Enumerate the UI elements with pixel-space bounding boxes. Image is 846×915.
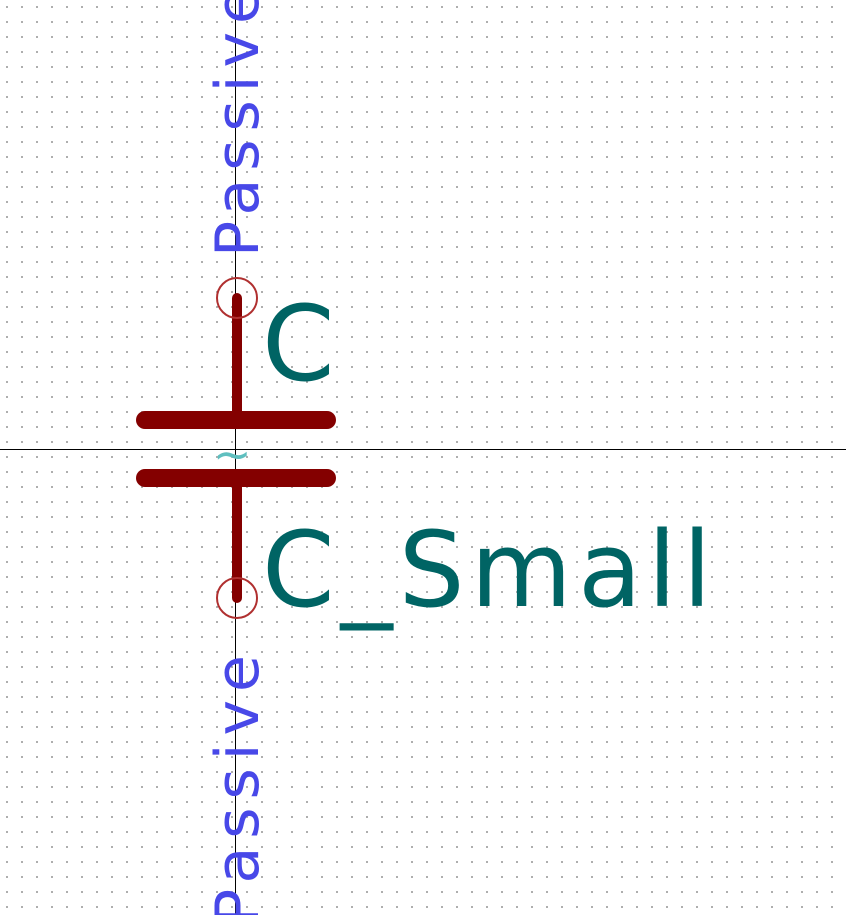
pin-bottom-endpoint[interactable] bbox=[216, 577, 258, 619]
anchor-tilde-icon: ~ bbox=[213, 427, 252, 481]
pin-top-type-label: Passive bbox=[203, 0, 273, 257]
reference-field[interactable]: C bbox=[262, 283, 341, 405]
pin-top-endpoint[interactable] bbox=[216, 277, 258, 319]
value-field[interactable]: C_Small bbox=[262, 509, 717, 631]
pin-bottom-type-label: Passive bbox=[203, 647, 273, 915]
